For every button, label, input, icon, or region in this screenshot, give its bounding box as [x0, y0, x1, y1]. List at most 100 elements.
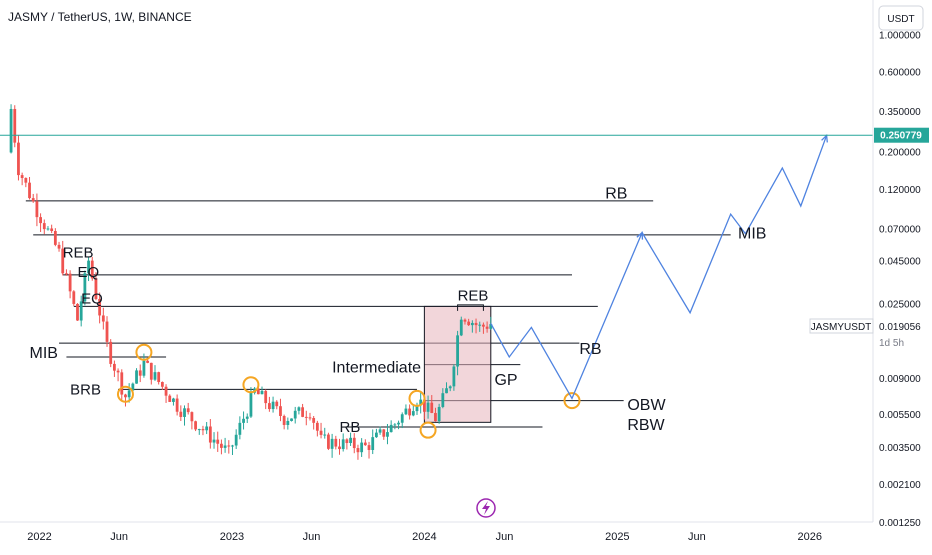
annotation-label: OBW: [627, 397, 666, 414]
candle-body: [404, 408, 408, 415]
candle-body: [382, 429, 386, 437]
candle-body: [208, 426, 212, 443]
annotation-label: REB: [458, 288, 489, 305]
candle-body: [87, 260, 90, 274]
annotations: RB MIB REB EQ EQ REB RB MIB Intermediate GP BRB OBW…: [30, 186, 767, 436]
candle-body: [231, 445, 234, 447]
annotation-label: RBW: [627, 417, 665, 434]
candle-body: [179, 411, 183, 417]
candle-body: [72, 291, 76, 304]
candle-body: [470, 322, 474, 326]
candle-body: [308, 417, 312, 419]
candle-body: [463, 319, 467, 322]
candle-body: [290, 418, 293, 421]
candle-body: [478, 324, 482, 326]
reb-bracket: [457, 304, 484, 311]
candle-body: [183, 408, 186, 417]
candle-body: [430, 402, 434, 413]
circle-marker: [116, 385, 134, 403]
currency-button[interactable]: USDT: [878, 5, 924, 31]
candle-body: [20, 175, 24, 179]
candle-body: [83, 273, 87, 302]
candle-body: [363, 442, 367, 446]
lightning-icon[interactable]: [476, 498, 496, 518]
candle-body: [264, 390, 268, 404]
candle-body: [286, 420, 290, 425]
candle-body: [31, 198, 35, 202]
candle-body: [234, 434, 238, 446]
horizontal-levels: [25, 200, 731, 428]
x-tick-label: 2022: [27, 531, 51, 543]
annotation-label: EQ: [77, 264, 99, 281]
candle-body: [227, 445, 231, 447]
candle-body: [197, 429, 201, 431]
projection-path: [490, 134, 828, 400]
candle-body: [312, 418, 316, 423]
candle-body: [445, 388, 448, 394]
circle-marker: [408, 389, 426, 407]
candle-body: [338, 446, 341, 450]
candle-body: [242, 418, 245, 423]
candle-body: [194, 421, 197, 430]
candle-body: [267, 403, 271, 410]
candle-body: [79, 301, 83, 321]
candle-body: [341, 439, 345, 450]
candle-body: [17, 142, 20, 176]
candle-body: [349, 437, 352, 444]
candle-body: [42, 223, 46, 230]
candle-body: [157, 372, 161, 383]
candle-body: [61, 248, 65, 274]
candle-body: [352, 437, 356, 449]
candle-body: [175, 398, 179, 412]
circle-marker: [135, 343, 153, 361]
candle-body: [260, 390, 264, 395]
candle-body: [397, 422, 400, 425]
candle-body: [389, 424, 393, 433]
candle-body: [138, 370, 142, 376]
candle-body: [378, 429, 382, 433]
candle-body: [142, 360, 146, 376]
y-tick-label: 0.600000: [879, 68, 921, 79]
candle-body: [65, 273, 68, 275]
candle-body: [279, 406, 282, 416]
candle-body: [282, 415, 286, 425]
candle-body: [323, 434, 327, 436]
y-tick-label: 0.005500: [879, 410, 921, 421]
candle-body: [13, 108, 17, 143]
annotation-label: Intermediate: [332, 360, 421, 377]
x-tick-label: 2025: [605, 531, 629, 543]
currency-label: USDT: [887, 14, 914, 25]
candle-body: [419, 399, 423, 406]
candle-body: [50, 228, 54, 232]
candle-body: [422, 399, 426, 412]
candle-body: [360, 442, 364, 453]
candle-body: [301, 407, 304, 417]
candle-body: [371, 437, 375, 450]
x-tick-label: Jun: [110, 531, 128, 543]
candle-body: [393, 424, 397, 426]
candle-body: [220, 443, 223, 448]
candle-body: [315, 422, 319, 431]
candle-body: [330, 438, 334, 449]
candle-body: [109, 341, 113, 364]
candle-body: [448, 386, 452, 389]
annotation-label: REB: [63, 244, 94, 261]
candle-body: [146, 360, 150, 363]
candle-body: [105, 321, 109, 342]
candle-body: [327, 434, 330, 449]
circle-marker: [242, 376, 260, 394]
candle-body: [441, 393, 445, 407]
candle-body: [386, 432, 389, 437]
annotation-label: RB: [605, 186, 627, 203]
candle-body: [275, 401, 279, 407]
candle-body: [482, 324, 485, 327]
projection-line: [490, 135, 828, 400]
projection-arrowhead: [636, 231, 644, 240]
x-tick-label: 2023: [220, 531, 244, 543]
x-tick-label: 2026: [797, 531, 821, 543]
candle-body: [28, 182, 31, 199]
candle-body: [94, 278, 98, 299]
y-tick-label: 1.000000: [879, 30, 921, 41]
